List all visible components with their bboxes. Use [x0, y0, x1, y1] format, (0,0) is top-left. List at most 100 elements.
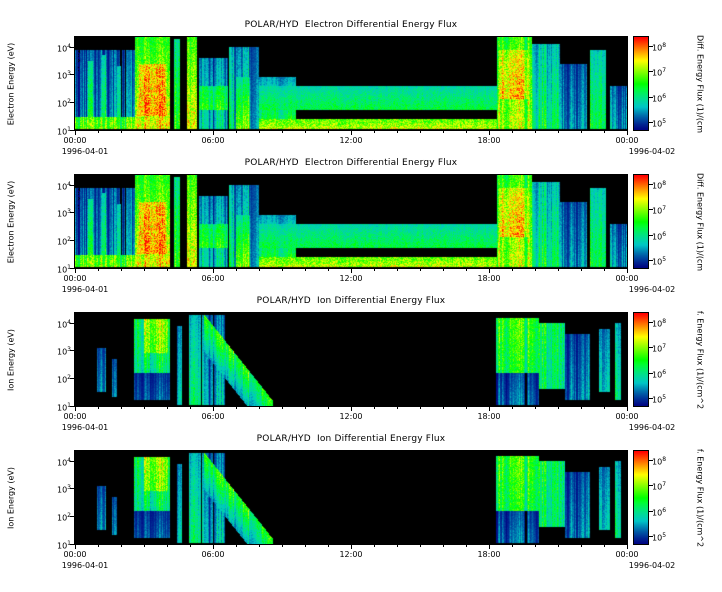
x-axis-minor-tick	[512, 268, 513, 271]
colorbar-tick	[649, 260, 653, 262]
x-tick-label: 12:00	[339, 550, 363, 559]
colorbar-tick-base: 10	[652, 120, 663, 129]
x-tick-label: 00:00	[615, 412, 639, 421]
colorbar-tick	[649, 183, 653, 185]
x-axis-minor-tick	[236, 544, 237, 547]
colorbar-tick-exponent: 5	[662, 256, 667, 264]
x-axis-minor-tick	[558, 406, 559, 409]
panel-title: POLAR/HYD Ion Differential Energy Flux	[256, 296, 446, 306]
date-label-start: 1996-04-01	[61, 285, 109, 294]
x-axis-minor-tick	[397, 406, 398, 409]
x-axis-minor-tick	[259, 544, 260, 547]
colorbar-tick-exponent: 5	[662, 394, 667, 402]
colorbar-tick-label: 106	[652, 368, 682, 380]
colorbar-tick-base: 10	[652, 534, 663, 543]
y-tick-base: 10	[56, 375, 68, 385]
x-axis-tick	[75, 544, 76, 549]
colorbar-label: Diff. Energy Flux (1)/(cm	[695, 172, 705, 271]
spectrogram-electron-canvas	[74, 174, 628, 269]
x-axis-minor-tick	[604, 544, 605, 547]
x-axis-minor-tick	[328, 406, 329, 409]
panel-ion-flux-2: POLAR/HYD Ion Differential Energy Flux Io…	[0, 428, 722, 570]
panel-electron-flux-2: POLAR/HYD Electron Differential Energy F…	[0, 152, 722, 294]
colorbar-tick-exponent: 6	[662, 368, 667, 376]
colorbar	[633, 36, 649, 131]
x-axis-minor-tick	[512, 130, 513, 133]
colorbar-tick-label: 106	[652, 506, 682, 518]
y-axis-tick	[70, 74, 75, 76]
colorbar-tick-exponent: 7	[662, 343, 667, 351]
x-axis-minor-tick	[558, 544, 559, 547]
y-tick-exponent: 2	[67, 512, 71, 520]
x-axis-minor-tick	[558, 130, 559, 133]
colorbar-tick	[649, 45, 653, 47]
x-axis-minor-tick	[420, 406, 421, 409]
x-axis-tick	[627, 406, 628, 411]
colorbar-tick	[649, 96, 653, 98]
colorbar-tick-exponent: 6	[662, 506, 667, 514]
x-axis-minor-tick	[466, 544, 467, 547]
y-tick-label: 101	[30, 401, 71, 413]
x-axis-tick	[351, 406, 352, 411]
x-axis-minor-tick	[259, 130, 260, 133]
colorbar-tick-exponent: 8	[662, 455, 667, 463]
colorbar-tick-label: 106	[652, 230, 682, 242]
date-label-end: 1996-04-02	[628, 285, 676, 294]
x-axis-minor-tick	[604, 268, 605, 271]
x-axis-minor-tick	[167, 544, 168, 547]
x-tick-label: 18:00	[477, 412, 501, 421]
x-axis-minor-tick	[535, 406, 536, 409]
x-axis-minor-tick	[167, 130, 168, 133]
x-axis-minor-tick	[558, 268, 559, 271]
y-axis-label: Ion Energy (eV)	[6, 466, 16, 529]
y-axis-tick	[70, 350, 75, 352]
x-axis-minor-tick	[466, 268, 467, 271]
y-tick-exponent: 4	[67, 318, 71, 326]
x-axis-minor-tick	[512, 544, 513, 547]
y-tick-base: 10	[56, 403, 68, 413]
y-tick-label: 103	[30, 207, 71, 219]
y-tick-base: 10	[56, 237, 68, 247]
x-axis-minor-tick	[98, 130, 99, 133]
x-axis-tick	[213, 130, 214, 135]
x-axis-minor-tick	[466, 130, 467, 133]
y-tick-base: 10	[56, 210, 68, 220]
colorbar-tick-base: 10	[652, 483, 663, 493]
y-tick-exponent: 1	[67, 264, 71, 271]
colorbar-tick-exponent: 6	[662, 230, 667, 238]
y-tick-label: 102	[30, 235, 71, 247]
x-axis-tick	[489, 406, 490, 411]
x-tick-label: 18:00	[477, 550, 501, 559]
x-axis-tick	[213, 544, 214, 549]
y-tick-base: 10	[56, 458, 68, 468]
x-axis-minor-tick	[328, 544, 329, 547]
y-tick-exponent: 4	[67, 42, 71, 50]
x-axis-minor-tick	[236, 406, 237, 409]
x-axis-minor-tick	[443, 268, 444, 271]
x-axis-minor-tick	[535, 544, 536, 547]
colorbar-tick-label: 108	[652, 41, 682, 53]
x-axis-minor-tick	[443, 544, 444, 547]
y-tick-base: 10	[56, 513, 68, 523]
x-axis-minor-tick	[443, 130, 444, 133]
colorbar-tick-label: 105	[652, 255, 682, 267]
y-axis-tick	[70, 406, 75, 407]
y-tick-base: 10	[56, 127, 68, 137]
x-axis-tick	[351, 544, 352, 549]
y-axis-tick	[70, 516, 75, 518]
x-axis-minor-tick	[328, 130, 329, 133]
x-axis-minor-tick	[420, 268, 421, 271]
y-tick-base: 10	[56, 182, 68, 192]
spectrogram-electron-canvas	[74, 36, 628, 131]
panel-ion-flux-1: POLAR/HYD Ion Differential Energy Flux Io…	[0, 290, 722, 432]
x-axis-minor-tick	[305, 406, 306, 409]
x-axis-minor-tick	[282, 268, 283, 271]
y-tick-base: 10	[56, 99, 68, 109]
y-tick-label: 104	[30, 42, 71, 54]
colorbar-tick-exponent: 7	[662, 481, 667, 489]
y-axis-tick	[70, 102, 75, 104]
x-axis-tick	[75, 268, 76, 273]
x-axis-minor-tick	[397, 544, 398, 547]
x-axis-tick	[351, 268, 352, 273]
